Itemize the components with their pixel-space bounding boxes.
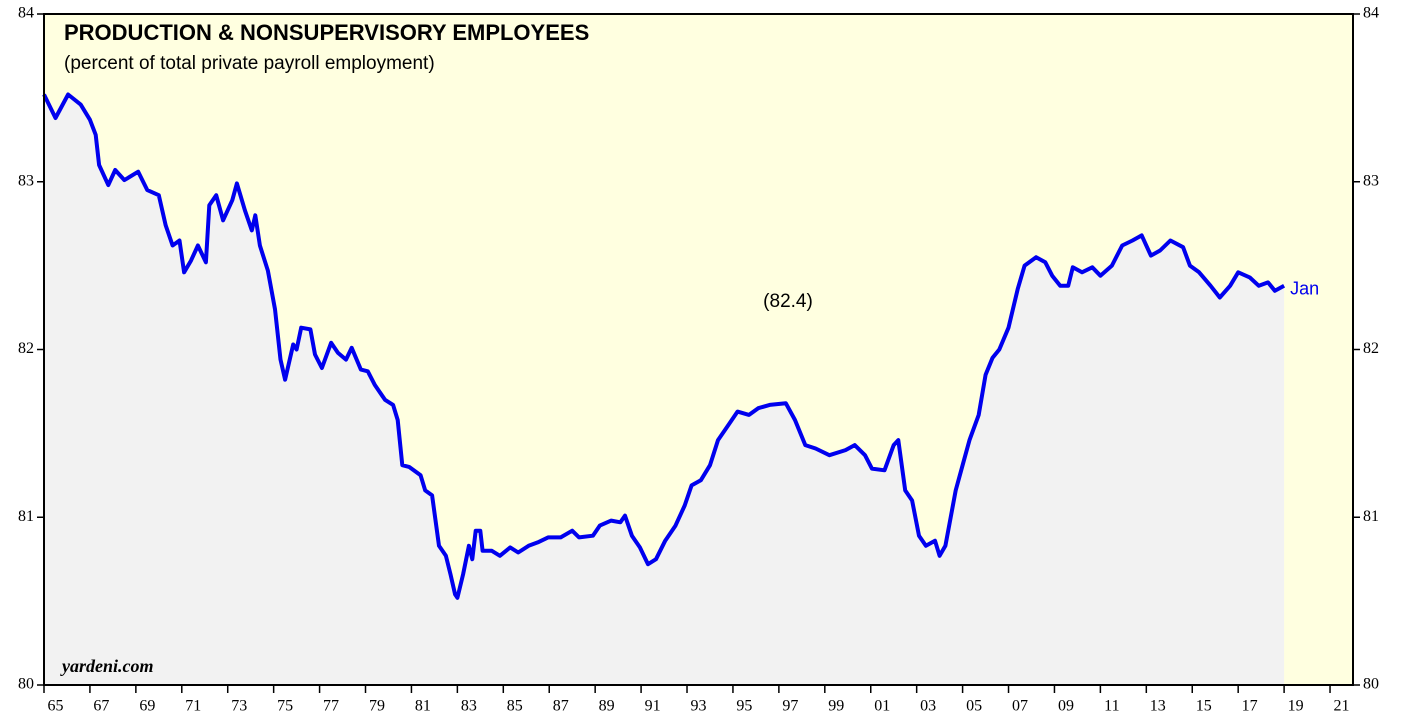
x-tick-label: 19 <box>1288 698 1304 715</box>
x-tick-label: 07 <box>1012 698 1028 715</box>
y-tick-label: 84 <box>18 5 34 22</box>
annotation: (82.4) <box>763 291 813 312</box>
y2-tick-label: 80 <box>1363 676 1379 693</box>
x-tick-label: 81 <box>415 698 431 715</box>
x-tick-label: 05 <box>966 698 982 715</box>
y-tick-label: 81 <box>18 508 34 525</box>
x-tick-label: 65 <box>47 698 63 715</box>
x-tick-label: 97 <box>782 698 798 715</box>
x-tick-label: 87 <box>553 698 569 715</box>
x-tick-label: 15 <box>1196 698 1212 715</box>
x-tick-label: 73 <box>231 698 247 715</box>
x-tick-label: 21 <box>1334 698 1350 715</box>
x-tick-label: 71 <box>185 698 201 715</box>
x-tick-label: 85 <box>507 698 523 715</box>
x-tick-label: 89 <box>599 698 615 715</box>
x-tick-label: 79 <box>369 698 385 715</box>
y2-tick-label: 84 <box>1363 5 1379 22</box>
x-tick-label: 83 <box>461 698 477 715</box>
y-tick-label: 83 <box>18 172 34 189</box>
x-tick-label: 75 <box>277 698 293 715</box>
chart-title: PRODUCTION & NONSUPERVISORY EMPLOYEES <box>64 20 589 45</box>
y2-tick-label: 81 <box>1363 508 1379 525</box>
x-tick-label: 69 <box>139 698 155 715</box>
x-tick-label: 09 <box>1058 698 1074 715</box>
end-label: Jan <box>1290 279 1319 299</box>
x-tick-label: 93 <box>691 698 707 715</box>
x-tick-label: 95 <box>736 698 752 715</box>
x-tick-label: 99 <box>828 698 844 715</box>
y2-tick-label: 82 <box>1363 340 1379 357</box>
y-tick-label: 82 <box>18 340 34 357</box>
line <box>42 92 1286 600</box>
y2-tick-label: 83 <box>1363 172 1379 189</box>
x-tick-label: 01 <box>874 698 890 715</box>
chart-subtitle: (percent of total private payroll employ… <box>64 53 435 74</box>
area <box>44 94 1285 685</box>
watermark: yardeni.com <box>60 656 154 676</box>
x-tick-label: 13 <box>1150 698 1166 715</box>
x-tick-label: 03 <box>920 698 936 715</box>
x-tick-label: 91 <box>645 698 661 715</box>
x-tick-label: 17 <box>1242 698 1258 715</box>
y-tick-label: 80 <box>18 676 34 693</box>
x-tick-label: 77 <box>323 698 339 715</box>
marks <box>42 92 1286 685</box>
x-tick-label: 67 <box>93 698 109 715</box>
x-tick-label: 11 <box>1104 698 1119 715</box>
